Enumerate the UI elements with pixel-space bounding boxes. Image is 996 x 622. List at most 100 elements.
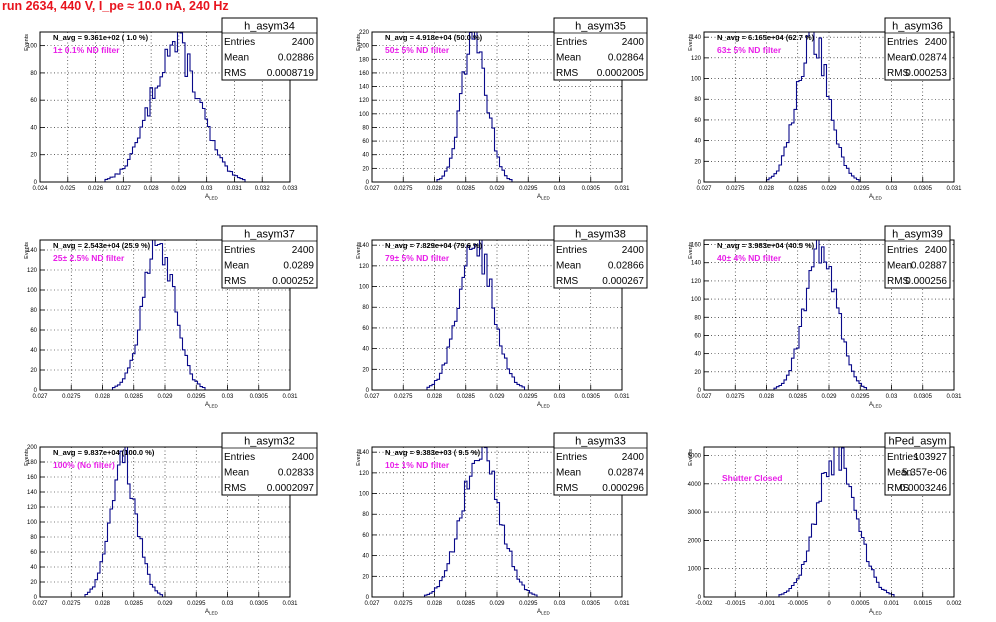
stats-label-mean: Mean bbox=[887, 261, 912, 272]
stats-value-rms: 0.0003246 bbox=[900, 483, 948, 494]
y-tick-label: 40 bbox=[694, 139, 701, 145]
y-tick-label: 80 bbox=[362, 512, 369, 518]
x-tick-label: 0.03 bbox=[886, 394, 898, 400]
stats-label-entries: Entries bbox=[887, 245, 918, 256]
y-tick-label: 20 bbox=[30, 368, 37, 374]
y-axis-title: Events bbox=[688, 449, 694, 466]
x-tick-label: 0.0305 bbox=[250, 394, 269, 400]
stats-value-mean: 0.02874 bbox=[911, 53, 948, 64]
histogram-pad-h_asym38: 0.027 0.0275 0.028 0.0285 0.029 0.0295 0.03 0.0… bbox=[356, 225, 648, 409]
histogram-name: h_asym33 bbox=[575, 436, 626, 448]
stats-label-entries: Entries bbox=[556, 37, 587, 48]
x-tick-label: 0.0295 bbox=[187, 601, 206, 607]
y-tick-label: 1000 bbox=[688, 567, 702, 573]
stats-label-rms: RMS bbox=[556, 483, 579, 494]
stats-label-rms: RMS bbox=[887, 276, 910, 287]
stats-value-mean: 0.02864 bbox=[608, 53, 645, 64]
stats-label-mean: Mean bbox=[556, 261, 581, 272]
y-tick-label: 160 bbox=[359, 71, 370, 77]
y-tick-label: 4000 bbox=[688, 482, 702, 488]
y-axis-title: Events bbox=[24, 34, 30, 51]
x-tick-label: 0.0275 bbox=[394, 394, 413, 400]
y-tick-label: 20 bbox=[362, 574, 369, 580]
y-tick-label: 40 bbox=[362, 347, 369, 353]
stats-label-mean: Mean bbox=[224, 261, 249, 272]
x-tick-label: 0.027 bbox=[32, 601, 48, 607]
stats-value-rms: 0.0002005 bbox=[597, 68, 645, 79]
stats-box-h_asym36: h_asym36 Entries 2400 Mean0.02874RMS0.00025… bbox=[884, 17, 951, 81]
x-tick-label: 0.0285 bbox=[457, 601, 476, 607]
y-tick-label: 80 bbox=[30, 308, 37, 314]
x-tick-label: 0.002 bbox=[946, 601, 962, 607]
stats-label-mean: Mean bbox=[224, 53, 249, 64]
stats-box-frame bbox=[221, 432, 318, 496]
x-tick-label: 0.031 bbox=[282, 601, 298, 607]
x-tick-label: 0.028 bbox=[427, 186, 443, 192]
x-tick-label: 0.0275 bbox=[394, 186, 413, 192]
y-tick-label: 2000 bbox=[688, 538, 702, 544]
x-tick-label: 0.0295 bbox=[851, 186, 870, 192]
stats-value-mean: 0.02833 bbox=[278, 468, 315, 479]
x-tick-label: 0.0295 bbox=[851, 394, 870, 400]
y-tick-label: 60 bbox=[30, 328, 37, 334]
navg-label-h_asym35: N_avg = 4.918e+04 (50.0 %) bbox=[385, 33, 483, 42]
x-tick-label: 0.0305 bbox=[582, 186, 601, 192]
x-tick-label: 0.0005 bbox=[851, 601, 870, 607]
x-tick-label: 0.031 bbox=[614, 186, 630, 192]
x-axis-title: ALED bbox=[205, 402, 219, 409]
stats-box-frame bbox=[884, 432, 951, 496]
x-tick-label: 0.0305 bbox=[582, 394, 601, 400]
stats-label-mean: Mean bbox=[887, 53, 912, 64]
y-tick-label: 40 bbox=[362, 554, 369, 560]
x-tick-label: 0.0275 bbox=[394, 601, 413, 607]
stats-value-entries: 2400 bbox=[622, 245, 645, 256]
y-tick-label: 60 bbox=[694, 118, 701, 124]
stats-box-h_asym38: h_asym38 Entries 2400 Mean 0.02866 RMS 0.00026… bbox=[553, 225, 648, 289]
y-axis-title: Events bbox=[688, 34, 694, 51]
y-tick-label: 40 bbox=[694, 352, 701, 358]
stats-box-frame bbox=[221, 17, 318, 81]
filter-label-h_asym32: 100% (No filter) bbox=[53, 460, 115, 470]
x-tick-label: 0.028 bbox=[759, 394, 775, 400]
stats-box-frame bbox=[553, 17, 648, 81]
histogram-name: h_asym37 bbox=[244, 229, 295, 241]
navg-label-h_asym36: N_avg = 6.165e+04 (62.7 %) bbox=[717, 33, 815, 42]
x-tick-label: -0.0005 bbox=[788, 601, 809, 607]
stats-label-rms: RMS bbox=[556, 68, 579, 79]
x-tick-label: 0.031 bbox=[227, 186, 243, 192]
y-tick-label: 120 bbox=[359, 471, 370, 477]
y-tick-label: 100 bbox=[359, 112, 370, 118]
x-tick-label: 0.0285 bbox=[457, 394, 476, 400]
histogram-pad-h_asym36: 0.027 0.0275 0.028 0.0285 0.029 0.0295 0.03 0.0… bbox=[688, 17, 962, 201]
stats-value-mean: 5.357e-06 bbox=[902, 468, 947, 479]
x-tick-label: 0.031 bbox=[946, 186, 962, 192]
x-tick-label: 0.031 bbox=[614, 601, 630, 607]
y-tick-label: 60 bbox=[362, 533, 369, 539]
y-tick-label: 0 bbox=[366, 595, 370, 601]
x-tick-label: 0.03 bbox=[554, 394, 566, 400]
stats-value-mean: 0.02886 bbox=[278, 53, 315, 64]
stats-value-rms: 0.000267 bbox=[602, 276, 644, 287]
x-tick-label: 0.0285 bbox=[789, 186, 808, 192]
y-tick-label: 120 bbox=[691, 279, 702, 285]
x-tick-label: 0.028 bbox=[95, 601, 111, 607]
y-tick-label: 180 bbox=[359, 57, 370, 63]
y-tick-label: 100 bbox=[359, 492, 370, 498]
y-tick-label: 140 bbox=[359, 243, 370, 249]
y-tick-label: 3000 bbox=[688, 510, 702, 516]
navg-label-h_asym37: N_avg = 2.543e+04 (25.9 %) bbox=[53, 241, 151, 250]
histogram-pad-h_asym32: 0.027 0.0275 0.028 0.0285 0.029 0.0295 0.03 0.0… bbox=[24, 432, 318, 616]
x-tick-label: 0.028 bbox=[95, 394, 111, 400]
x-tick-label: 0.027 bbox=[32, 394, 48, 400]
histogram-name: hPed_asym bbox=[888, 436, 946, 448]
stats-value-entries: 2400 bbox=[622, 452, 645, 463]
x-tick-label: 0.001 bbox=[884, 601, 900, 607]
y-tick-label: 0 bbox=[698, 388, 702, 394]
y-tick-label: 140 bbox=[27, 490, 38, 496]
x-tick-label: 0.027 bbox=[364, 601, 380, 607]
histogram-name: h_asym32 bbox=[244, 436, 295, 448]
x-tick-label: 0.0295 bbox=[187, 394, 206, 400]
stats-value-entries: 103927 bbox=[914, 452, 948, 463]
x-tick-label: 0.03 bbox=[886, 186, 898, 192]
